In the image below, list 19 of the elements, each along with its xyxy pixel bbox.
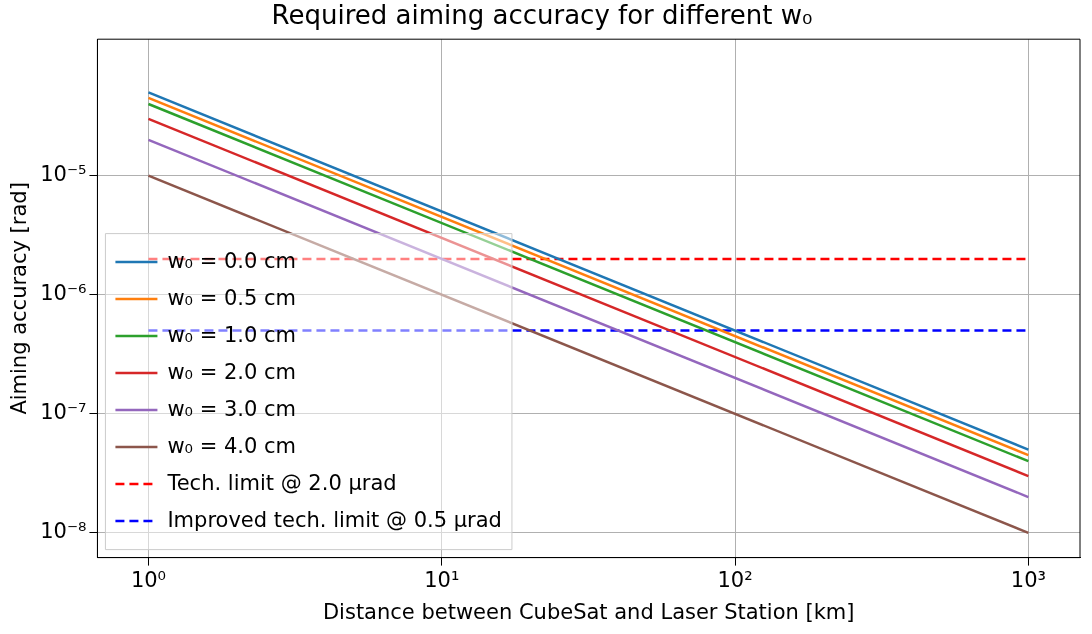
- y-tick-label: 10⁻⁷: [40, 400, 87, 425]
- legend-label: w₀ = 0.0 cm: [167, 248, 297, 273]
- x-tick-label: 10¹: [424, 567, 460, 592]
- chart-title: Required aiming accuracy for different w₀: [271, 0, 813, 31]
- legend-label: w₀ = 1.0 cm: [167, 322, 297, 347]
- x-tick-label: 10³: [1010, 567, 1046, 592]
- legend-label: w₀ = 3.0 cm: [167, 396, 297, 421]
- legend-label: w₀ = 2.0 cm: [167, 359, 297, 384]
- legend-label: Tech. limit @ 2.0 μrad: [166, 470, 397, 495]
- legend-label: Improved tech. limit @ 0.5 μrad: [167, 507, 502, 532]
- x-tick-label: 10⁰: [130, 567, 167, 592]
- y-tick-label: 10⁻⁸: [40, 519, 87, 544]
- y-axis-title: Aiming accuracy [rad]: [7, 182, 32, 415]
- y-tick-label: 10⁻⁶: [40, 281, 87, 306]
- x-axis-title: Distance between CubeSat and Laser Station [km]: [322, 599, 855, 624]
- x-tick-label: 10²: [717, 567, 753, 592]
- legend-label: w₀ = 4.0 cm: [167, 433, 297, 458]
- y-tick-label: 10⁻⁵: [40, 162, 87, 187]
- legend-label: w₀ = 0.5 cm: [167, 285, 297, 310]
